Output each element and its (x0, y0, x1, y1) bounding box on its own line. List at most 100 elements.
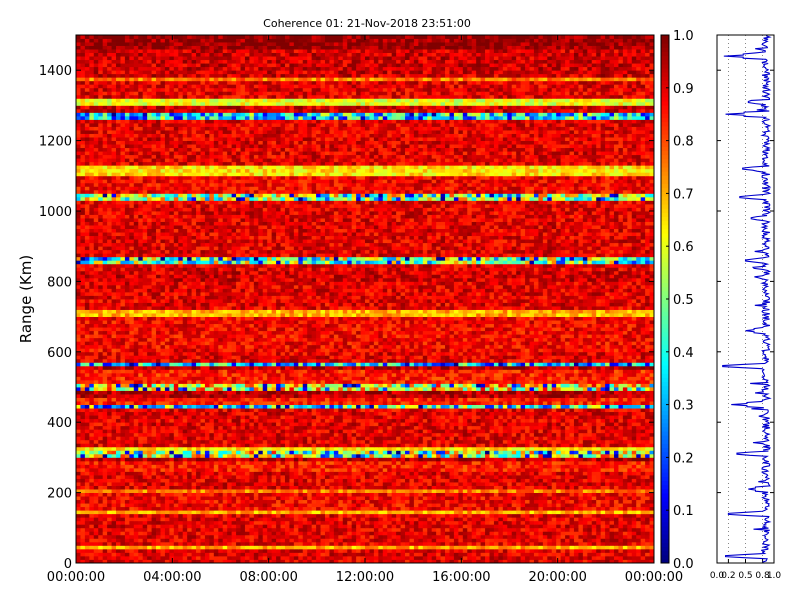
heatmap-cell (400, 510, 406, 515)
heatmap-cell (578, 510, 584, 515)
heatmap-cell (511, 453, 517, 458)
heatmap-cell (409, 513, 415, 518)
heatmap-cell (382, 429, 388, 434)
heatmap-cell (311, 475, 317, 479)
heatmap-cell (93, 503, 99, 508)
heatmap-cell (316, 489, 321, 493)
heatmap-cell (151, 548, 157, 553)
heatmap-cell (520, 478, 526, 483)
heatmap-cell (520, 517, 526, 522)
heatmap-cell (93, 482, 99, 486)
heatmap-cell (400, 545, 406, 550)
heatmap-cell (573, 520, 579, 525)
heatmap-cell (338, 548, 344, 553)
heatmap-cell (525, 453, 530, 458)
heatmap-cell (502, 548, 508, 553)
heatmap-cell (307, 520, 313, 525)
heatmap-cell (244, 446, 250, 451)
heatmap-cell (493, 457, 499, 462)
heatmap-cell (493, 541, 499, 546)
heatmap-cell (164, 499, 170, 504)
heatmap-cell (525, 432, 530, 437)
heatmap-cell (476, 559, 481, 564)
heatmap-cell (493, 503, 499, 508)
heatmap-cell (378, 450, 384, 455)
heatmap-cell (124, 520, 130, 525)
heatmap-cell (405, 538, 410, 543)
heatmap-cell (133, 552, 139, 557)
heatmap-cell (93, 467, 99, 472)
heatmap-cell (98, 559, 104, 564)
heatmap-cell (124, 552, 130, 557)
heatmap-cell (227, 457, 233, 462)
heatmap-cell (80, 520, 86, 525)
heatmap-cell (565, 559, 570, 564)
heatmap-cell (431, 492, 437, 497)
heatmap-cell (560, 457, 566, 462)
heatmap-cell (378, 503, 384, 508)
heatmap-cell (511, 478, 517, 483)
heatmap-cell (645, 432, 650, 437)
heatmap-cell (556, 531, 562, 536)
heatmap-cell (631, 436, 637, 441)
heatmap-cell (231, 499, 237, 504)
heatmap-cell (560, 471, 566, 476)
heatmap-cell (391, 548, 397, 553)
heatmap-cell (600, 436, 606, 441)
heatmap-cell (102, 541, 108, 546)
heatmap-cell (129, 467, 135, 472)
heatmap-cell (116, 467, 121, 472)
heatmap-cell (182, 446, 188, 451)
heatmap-cell (107, 559, 112, 564)
heatmap-cell (160, 429, 166, 434)
heatmap-cell (227, 443, 233, 448)
heatmap-cell (578, 485, 584, 490)
heatmap-cell (138, 443, 144, 448)
heatmap-cell (587, 450, 593, 455)
heatmap-cell (609, 471, 615, 476)
heatmap-row (76, 499, 655, 504)
heatmap-cell (240, 429, 246, 434)
heatmap-row (76, 510, 655, 515)
heatmap-cell (391, 524, 397, 529)
heatmap-cell (573, 555, 579, 560)
heatmap-cell (107, 503, 112, 508)
heatmap-cell (320, 496, 326, 501)
heatmap-cell (80, 510, 86, 515)
heatmap-cell (138, 496, 144, 501)
heatmap-cell (84, 559, 90, 564)
heatmap-cell (547, 460, 553, 465)
heatmap-cell (605, 478, 610, 483)
heatmap-cell (89, 517, 95, 522)
heatmap-cell (511, 506, 517, 511)
heatmap-cell (373, 503, 379, 508)
heatmap-cell (89, 432, 95, 437)
heatmap-cell (373, 464, 379, 469)
heatmap-cell (293, 496, 299, 501)
heatmap-cell (222, 492, 228, 497)
heatmap-cell (449, 524, 455, 529)
heatmap-cell (627, 436, 633, 441)
heatmap-cell (511, 538, 517, 543)
heatmap-cell (147, 548, 152, 553)
heatmap-cell (556, 559, 562, 564)
heatmap-cell (649, 436, 655, 441)
heatmap-cell (418, 471, 424, 476)
heatmap-cell (249, 464, 255, 469)
heatmap-cell (565, 492, 570, 497)
heatmap-cell (458, 460, 464, 465)
heatmap-cell (365, 510, 370, 515)
heatmap-cell (111, 475, 117, 479)
heatmap-cell (538, 503, 544, 508)
heatmap-cell (164, 559, 170, 564)
heatmap-cell (485, 548, 490, 553)
heatmap-cell (373, 450, 379, 455)
heatmap-cell (151, 439, 157, 444)
heatmap-cell (213, 538, 219, 543)
heatmap-cell (218, 559, 224, 564)
heatmap-cell (129, 478, 135, 483)
heatmap-cell (365, 436, 370, 441)
heatmap-cell (267, 482, 273, 486)
heatmap-cell (645, 485, 650, 490)
heatmap-cell (222, 436, 228, 441)
